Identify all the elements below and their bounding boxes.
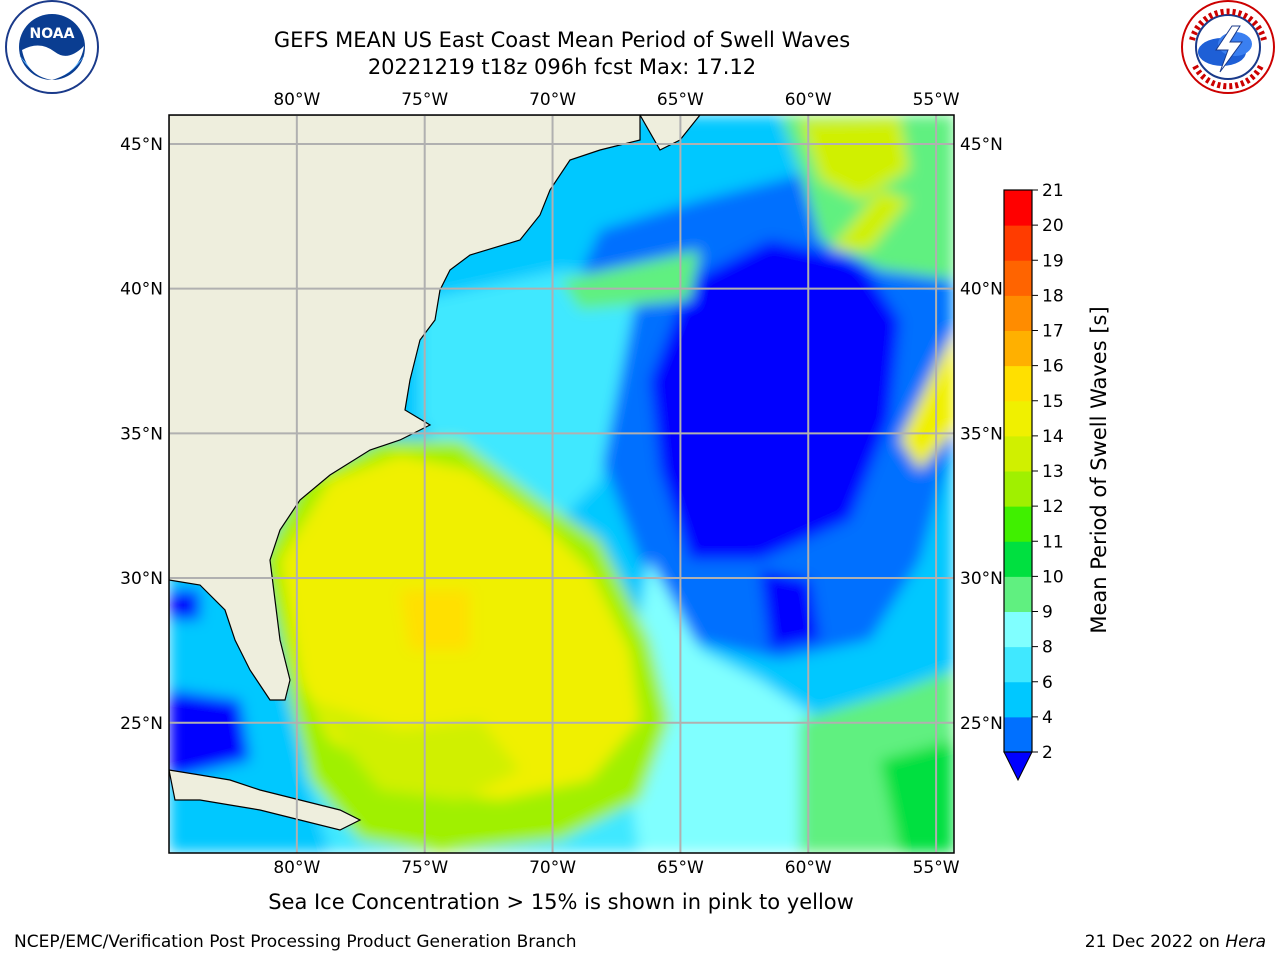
colorbar-tick-label: 13 (1042, 462, 1064, 482)
colorbar-tick-label: 17 (1042, 322, 1064, 342)
left-lat-label: 35°N (120, 424, 163, 444)
colorbar-tick-label: 9 (1042, 603, 1053, 623)
chart-title: GEFS MEAN US East Coast Mean Period of S… (273, 28, 851, 52)
axis-ticks: 80°W 80°W 75°W 75°W 70°W 70°W 65°W 65°W 60°W 60°W… (120, 90, 1003, 878)
top-lon-label: 80°W (273, 90, 320, 110)
colorbar-tick-label: 11 (1042, 532, 1064, 552)
colorbar-segment (1004, 365, 1032, 402)
right-lat-label: 30°N (960, 569, 1003, 589)
colorbar-tick-label: 14 (1042, 427, 1064, 447)
map-caption: Sea Ice Concentration > 15% is shown in … (268, 890, 854, 914)
top-lon-label: 70°W (529, 90, 576, 110)
colorbar-tick-label: 2 (1042, 743, 1053, 763)
bottom-lon-label: 70°W (529, 858, 576, 878)
right-lat-label: 45°N (960, 135, 1003, 155)
colorbar: 2 4 6 8 9 10 11 12 13 14 15 16 17 18 19 20 21 (1003, 181, 1064, 782)
bottom-lon-label: 75°W (401, 858, 448, 878)
noaa-logo: NOAA (5, 0, 99, 94)
top-lon-label: 75°W (401, 90, 448, 110)
top-lon-label: 55°W (913, 90, 960, 110)
nws-logo (1181, 0, 1275, 94)
bottom-lon-label: 60°W (785, 858, 832, 878)
graticule (169, 115, 954, 853)
colorbar-tick-label: 15 (1042, 392, 1064, 412)
colorbar-extend-arrow (1003, 751, 1033, 782)
footer-host: Hera (1225, 932, 1266, 952)
colorbar-tick-label: 6 (1042, 673, 1053, 693)
chart-subtitle: 20221219 t18z 096h fcst Max: 17.12 (367, 55, 757, 79)
colorbar-segment (1004, 330, 1032, 367)
colorbar-tick-label: 16 (1042, 357, 1064, 377)
bottom-lon-label: 80°W (273, 858, 320, 878)
colorbar-tick-label: 21 (1042, 181, 1064, 201)
map-panel: 80°W 80°W 75°W 75°W 70°W 70°W 65°W 65°W 60°W 60°W… (120, 90, 1003, 878)
footer-date: 21 Dec 2022 on Hera (1085, 932, 1266, 952)
colorbar-tick-label: 4 (1042, 708, 1053, 728)
colorbar-segment (1004, 576, 1032, 612)
right-lat-label: 25°N (960, 714, 1003, 734)
left-lat-label: 25°N (120, 714, 163, 734)
colorbar-segment (1004, 541, 1032, 577)
colorbar-tick-label: 12 (1042, 497, 1064, 517)
right-lat-label: 40°N (960, 280, 1003, 300)
colorbar-segment (1004, 260, 1032, 296)
footer-date-text: 21 Dec 2022 on (1084, 932, 1226, 952)
left-lat-label: 45°N (120, 135, 163, 155)
left-lat-label: 40°N (120, 280, 163, 300)
land (169, 115, 701, 831)
colorbar-tick-label: 18 (1042, 286, 1064, 306)
top-lon-label: 65°W (657, 90, 704, 110)
colorbar-segment (1004, 646, 1032, 683)
colorbar-tick-label: 19 (1042, 251, 1064, 271)
colorbar-segment (1004, 225, 1032, 261)
bottom-lon-label: 55°W (913, 858, 960, 878)
colorbar-segment (1004, 295, 1032, 331)
colorbar-tick-label: 10 (1042, 567, 1064, 587)
colorbar-segment (1004, 611, 1032, 648)
colorbar-segment (1004, 716, 1032, 753)
colorbar-segment (1004, 190, 1032, 226)
colorbar-title: Mean Period of Swell Waves [s] (1087, 306, 1111, 633)
footer-credit: NCEP/EMC/Verification Post Processing Pr… (14, 932, 577, 952)
right-lat-label: 35°N (960, 424, 1003, 444)
colorbar-segment (1004, 471, 1032, 507)
colorbar-tick-label: 8 (1042, 638, 1053, 658)
left-lat-label: 30°N (120, 569, 163, 589)
colorbar-segment (1004, 506, 1032, 542)
bottom-lon-label: 65°W (657, 858, 704, 878)
colorbar-segment (1004, 400, 1032, 437)
noaa-logo-text: NOAA (30, 26, 75, 42)
colorbar-tick-label: 20 (1042, 216, 1064, 236)
colorbar-segment (1004, 435, 1032, 472)
colorbar-segment (1004, 681, 1032, 718)
top-lon-label: 60°W (785, 90, 832, 110)
map-frame (168, 114, 955, 854)
